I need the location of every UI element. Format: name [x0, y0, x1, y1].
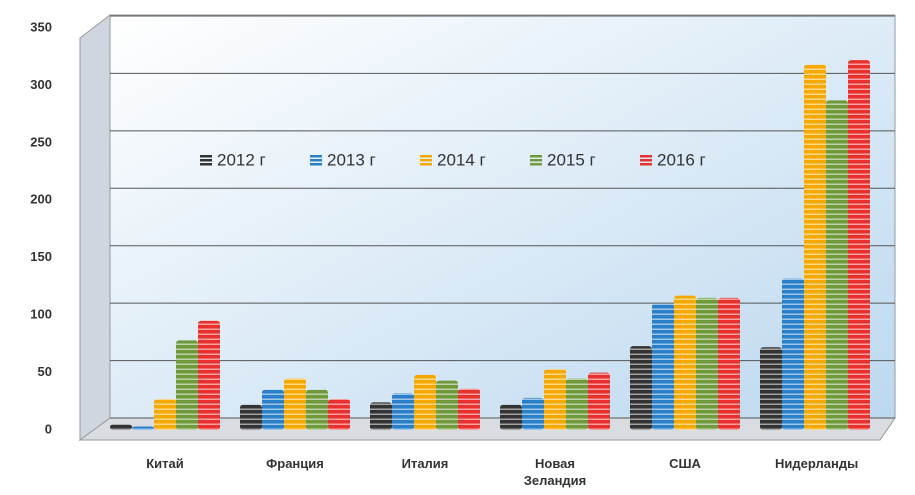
bar	[652, 303, 674, 430]
bar	[154, 398, 176, 430]
bar	[284, 378, 306, 430]
bar	[132, 426, 154, 430]
x-tick-label: Италия	[401, 456, 449, 471]
x-tick-label: Франция	[266, 456, 324, 471]
bar	[674, 295, 696, 430]
legend-label: 2012 г	[217, 150, 266, 169]
bar	[782, 278, 804, 430]
bar	[500, 404, 522, 430]
y-tick-label: 100	[30, 307, 52, 322]
bar	[588, 372, 610, 430]
legend-marker	[640, 163, 652, 166]
bar	[826, 100, 848, 431]
x-tick-label: Нидерланды	[775, 456, 859, 471]
x-tick-label: США	[669, 456, 701, 471]
y-tick-label: 0	[45, 421, 52, 436]
bar	[414, 374, 436, 430]
bar	[760, 347, 782, 430]
legend-marker	[640, 155, 652, 158]
legend-marker	[200, 155, 212, 158]
bar	[240, 404, 262, 430]
bar	[328, 398, 350, 430]
legend-label: 2016 г	[657, 150, 706, 169]
x-tick-label: Китай	[146, 456, 184, 471]
legend-label: 2014 г	[437, 150, 486, 169]
legend-marker	[310, 163, 322, 166]
bar	[630, 346, 652, 430]
bar	[804, 64, 826, 431]
legend-marker	[310, 159, 322, 162]
legend-label: 2015 г	[547, 150, 596, 169]
legend-marker	[640, 159, 652, 162]
legend-marker	[200, 163, 212, 166]
bar	[436, 380, 458, 430]
y-tick-label: 350	[30, 19, 52, 34]
bar	[370, 402, 392, 430]
legend-marker	[420, 163, 432, 166]
side-wall	[79, 13, 111, 441]
bar	[544, 369, 566, 430]
legend-marker	[530, 155, 542, 158]
y-tick-label: 50	[38, 364, 52, 379]
x-tick-label: Новая Зеландия	[523, 456, 587, 488]
legend-marker	[310, 155, 322, 158]
legend-marker	[530, 159, 542, 162]
bar	[262, 389, 284, 430]
bar	[522, 397, 544, 430]
bar	[848, 60, 870, 430]
bar	[306, 389, 328, 430]
legend-label: 2013 г	[327, 150, 376, 169]
y-tick-label: 250	[30, 134, 52, 149]
bar	[566, 378, 588, 430]
bar	[110, 424, 132, 430]
bar	[458, 388, 480, 430]
legend-marker	[200, 159, 212, 162]
bar	[176, 340, 198, 430]
bar	[718, 297, 740, 430]
legend-marker	[530, 163, 542, 166]
y-tick-label: 200	[30, 192, 52, 207]
bar	[198, 320, 220, 430]
y-tick-label: 300	[30, 77, 52, 92]
legend-marker	[420, 155, 432, 158]
legend-marker	[420, 159, 432, 162]
bar	[392, 393, 414, 430]
y-tick-label: 150	[30, 249, 52, 264]
bar	[696, 297, 718, 430]
